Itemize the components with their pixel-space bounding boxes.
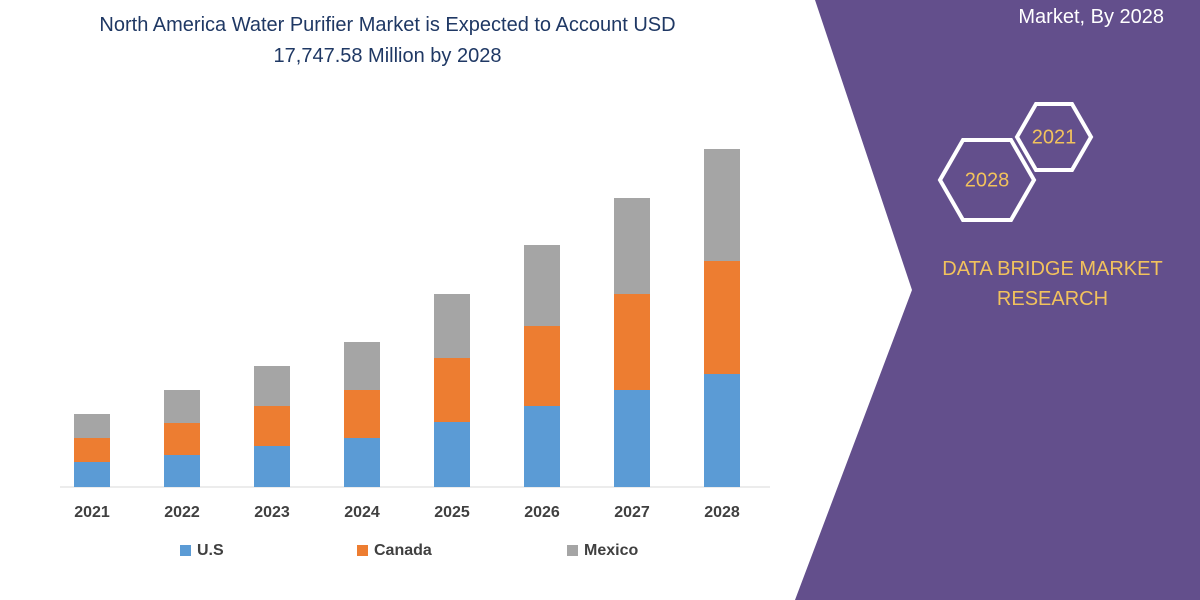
bar-segment xyxy=(614,198,650,294)
bar-segment xyxy=(524,406,560,487)
bar-segment xyxy=(164,455,200,487)
chart-title: North America Water Purifier Market is E… xyxy=(99,14,676,67)
brand-name: DATA BRIDGE MARKET RESEARCH xyxy=(942,258,1163,310)
bar-segment xyxy=(164,423,200,455)
bar-segment xyxy=(74,438,110,462)
bar-segment xyxy=(704,149,740,261)
bar-segment xyxy=(74,414,110,438)
badge-hexagon xyxy=(937,138,1037,222)
bar-segment xyxy=(434,422,470,487)
x-tick-label: 2022 xyxy=(164,504,200,521)
legend-swatch xyxy=(180,545,191,556)
bar-segment xyxy=(254,366,290,406)
plot: 2021 2022 2023 2024 2025 2026 2027 2028 U.S Canad… xyxy=(74,149,740,559)
bar-segment xyxy=(254,406,290,446)
x-tick-label: 2024 xyxy=(344,504,380,521)
badge-hexagon xyxy=(1014,102,1094,172)
bar-segment xyxy=(434,358,470,422)
bar-segment xyxy=(614,294,650,390)
x-tick-label: 2027 xyxy=(614,504,650,521)
x-tick-label: 2025 xyxy=(434,504,470,521)
legend-swatch xyxy=(567,545,578,556)
bar-segment xyxy=(524,245,560,326)
bar-segment xyxy=(524,326,560,406)
x-tick-label: 2028 xyxy=(704,504,740,521)
bar-segment xyxy=(434,294,470,358)
bar-segment xyxy=(704,261,740,374)
bar-segment xyxy=(344,390,380,438)
bar-segment xyxy=(344,342,380,390)
badge-label: 2028 xyxy=(965,169,1010,191)
bar-segment xyxy=(704,374,740,487)
x-tick-label: 2021 xyxy=(74,504,110,521)
x-tick-label: 2023 xyxy=(254,504,290,521)
legend-label: U.S xyxy=(197,542,224,559)
header-note: Market, By 2028 xyxy=(1018,6,1164,28)
legend-label: Mexico xyxy=(584,542,638,559)
side-panel xyxy=(795,0,1200,600)
bar-segment xyxy=(344,438,380,487)
badge-label: 2021 xyxy=(1032,126,1077,148)
bar-segment xyxy=(254,446,290,487)
bar-segment xyxy=(164,390,200,423)
x-tick-label: 2026 xyxy=(524,504,560,521)
bar-segment xyxy=(614,390,650,487)
legend-label: Canada xyxy=(374,542,432,559)
legend-swatch xyxy=(357,545,368,556)
bar-segment xyxy=(74,462,110,487)
